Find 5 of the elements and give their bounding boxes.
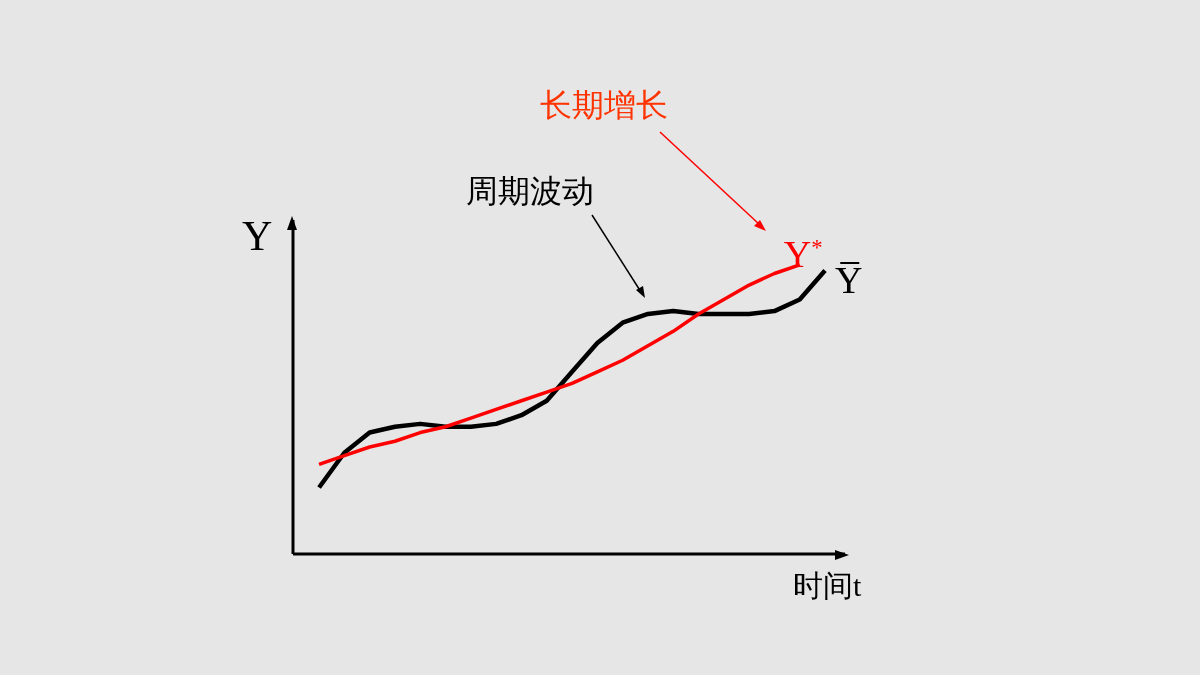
y-axis-title: Y bbox=[242, 212, 273, 260]
x-axis-title: 时间t bbox=[793, 568, 862, 604]
text: 周期波动 bbox=[466, 171, 594, 212]
text: 长期增长 bbox=[540, 85, 668, 126]
series-label: Y̅ bbox=[835, 258, 863, 301]
